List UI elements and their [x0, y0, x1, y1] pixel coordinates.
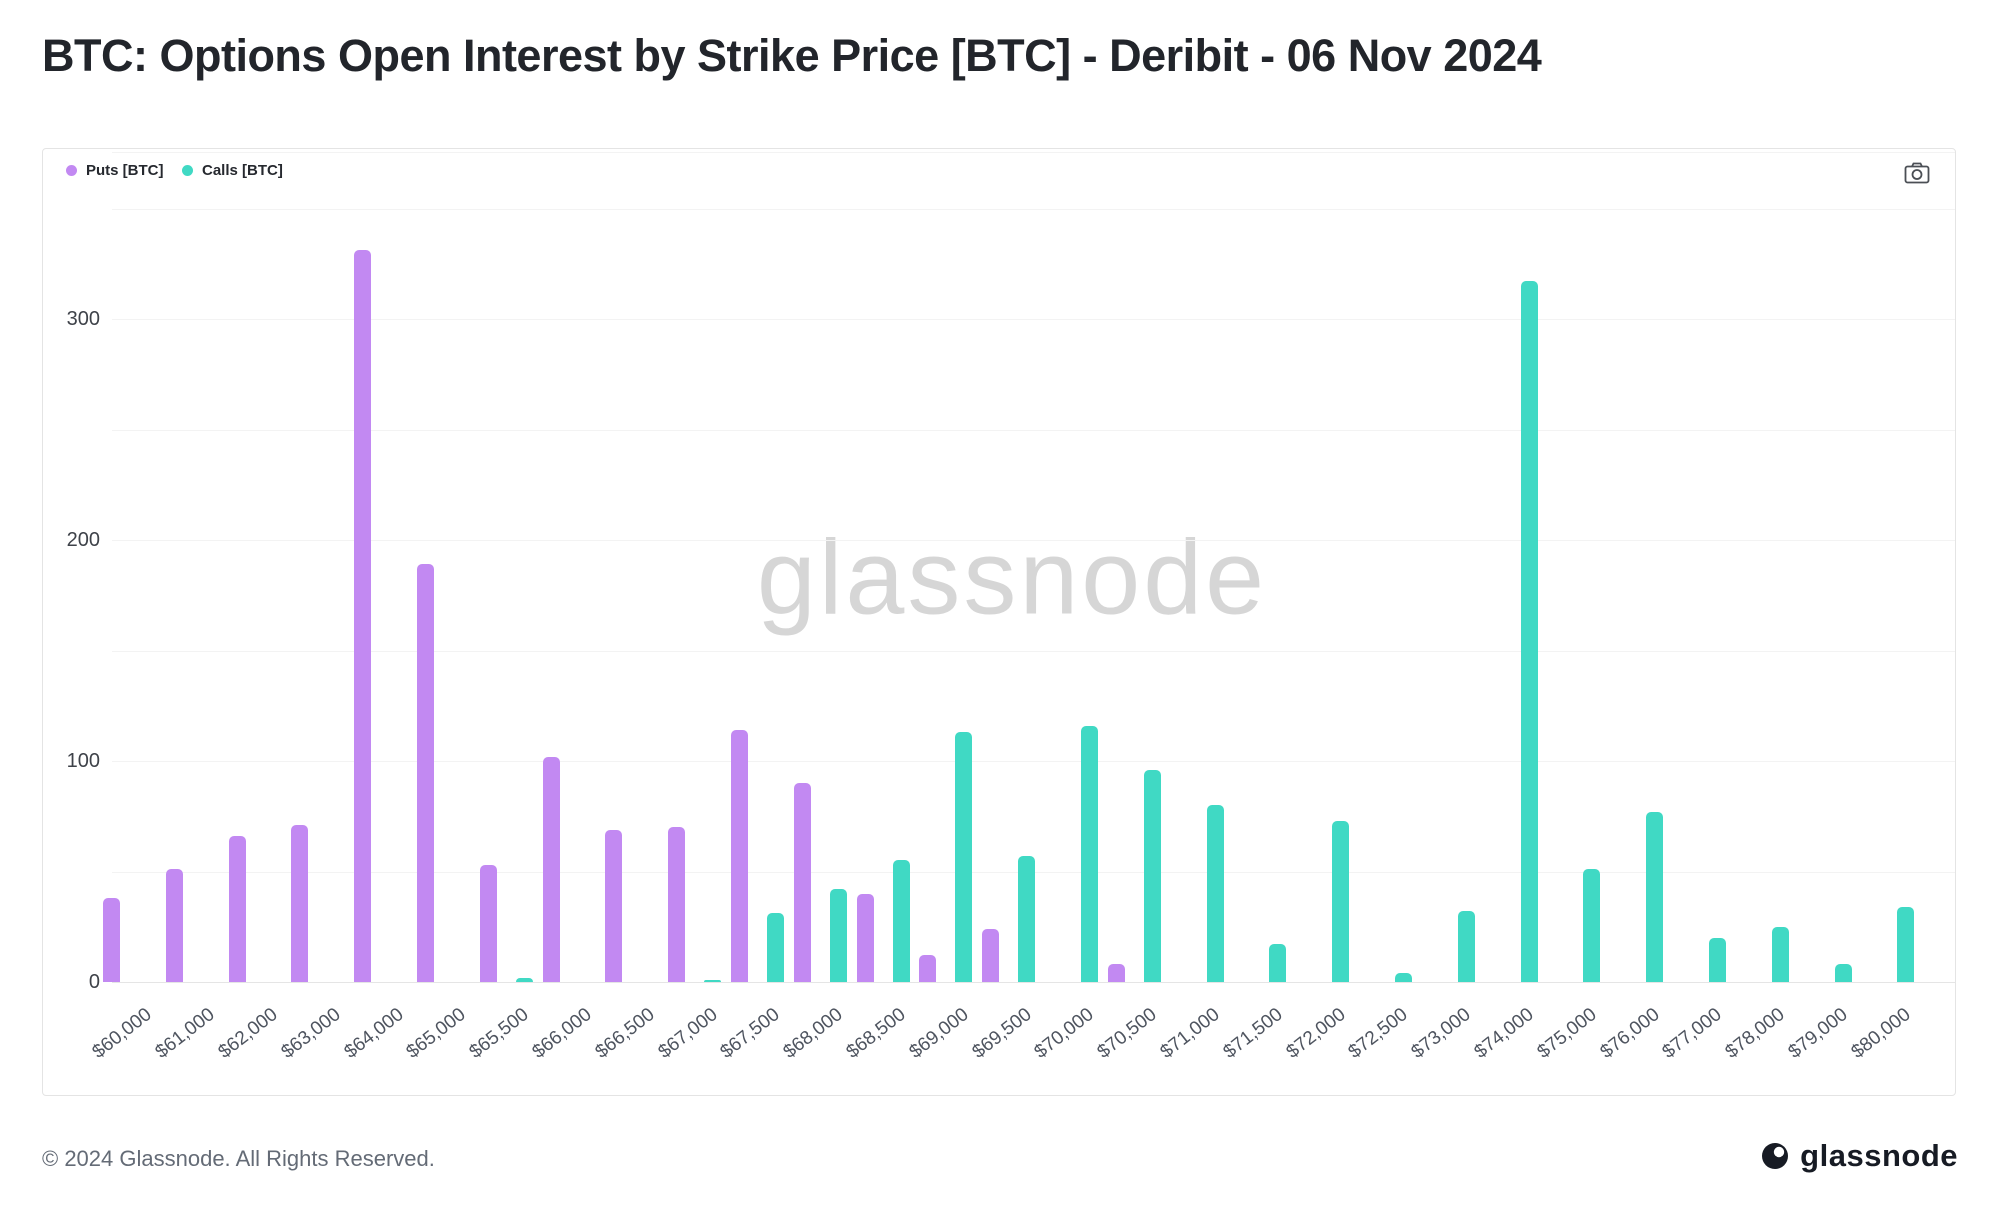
legend-item-puts[interactable]: Puts [BTC] [66, 162, 164, 179]
bar-calls-$67,500[interactable] [767, 913, 784, 982]
puts-legend-dot-icon [66, 165, 77, 176]
gridline-300 [112, 319, 1955, 320]
bar-puts-$68,000[interactable] [793, 783, 811, 982]
gridline-0 [112, 982, 1955, 983]
bar-calls-$70,000[interactable] [1081, 725, 1098, 982]
bar-calls-$78,000[interactable] [1771, 926, 1789, 982]
bar-calls-$73,000[interactable] [1457, 911, 1475, 982]
bar-calls-$72,000[interactable] [1332, 820, 1350, 982]
gridline-100 [112, 761, 1955, 762]
bar-calls-$71,500[interactable] [1269, 944, 1287, 982]
glassnode-brand[interactable]: glassnode [1760, 1138, 1958, 1174]
y-axis-tick-200: 200 [66, 529, 100, 551]
copyright-text: © 2024 Glassnode. All Rights Reserved. [42, 1146, 435, 1171]
bar-puts-$63,000[interactable] [291, 825, 309, 982]
calls-legend-dot-icon [182, 165, 193, 176]
y-axis-tick-300: 300 [66, 308, 100, 330]
bar-calls-$67,000[interactable] [704, 979, 722, 982]
bar-calls-$69,000[interactable] [955, 732, 973, 982]
glassnode-watermark: glassnode [756, 518, 1268, 637]
bar-calls-$65,500[interactable] [515, 977, 533, 982]
bar-calls-$68,000[interactable] [829, 889, 847, 982]
gridline-350 [112, 208, 1955, 210]
bar-puts-$67,500[interactable] [731, 730, 748, 982]
bar-puts-$60,000[interactable] [103, 898, 120, 982]
bar-puts-$64,000[interactable] [354, 250, 372, 982]
bar-puts-$70,500[interactable] [1107, 964, 1125, 982]
bar-calls-$76,000[interactable] [1646, 811, 1664, 982]
bar-calls-$72,500[interactable] [1395, 973, 1412, 982]
glassnode-brand-label: glassnode [1800, 1138, 1958, 1173]
bar-calls-$74,000[interactable] [1520, 281, 1538, 982]
bar-puts-$65,500[interactable] [479, 864, 497, 982]
plot-top-border [112, 152, 1955, 153]
camera-icon [1904, 162, 1930, 184]
bar-calls-$79,000[interactable] [1834, 964, 1852, 982]
legend-item-calls[interactable]: Calls [BTC] [182, 162, 283, 179]
bar-calls-$68,500[interactable] [892, 860, 910, 982]
bar-puts-$68,500[interactable] [856, 893, 874, 982]
bar-calls-$71,000[interactable] [1206, 805, 1224, 982]
bar-puts-$62,000[interactable] [228, 836, 246, 982]
y-axis-tick-0: 0 [88, 971, 100, 993]
screenshot-button[interactable] [1900, 158, 1934, 188]
bar-calls-$77,000[interactable] [1709, 937, 1726, 982]
bar-puts-$69,000[interactable] [919, 955, 937, 982]
bar-calls-$70,500[interactable] [1143, 769, 1161, 982]
y-axis-tick-100: 100 [66, 750, 100, 772]
bar-calls-$69,500[interactable] [1018, 856, 1036, 982]
bar-puts-$66,000[interactable] [542, 756, 560, 982]
legend-item-label: Puts [BTC] [86, 162, 164, 179]
bar-puts-$69,500[interactable] [982, 928, 1000, 982]
gridline-200 [112, 540, 1955, 541]
page-title: BTC: Options Open Interest by Strike Pri… [42, 30, 1542, 81]
glassnode-logo-icon [1760, 1141, 1790, 1171]
gridline-250 [112, 429, 1955, 431]
bar-puts-$61,000[interactable] [165, 869, 183, 982]
bar-calls-$75,000[interactable] [1583, 869, 1601, 982]
bar-calls-$80,000[interactable] [1897, 906, 1915, 982]
bar-puts-$67,000[interactable] [668, 827, 686, 982]
bar-puts-$66,500[interactable] [605, 829, 623, 982]
bar-puts-$65,000[interactable] [417, 564, 434, 982]
legend-item-label: Calls [BTC] [202, 162, 283, 179]
gridline-150 [112, 650, 1955, 652]
